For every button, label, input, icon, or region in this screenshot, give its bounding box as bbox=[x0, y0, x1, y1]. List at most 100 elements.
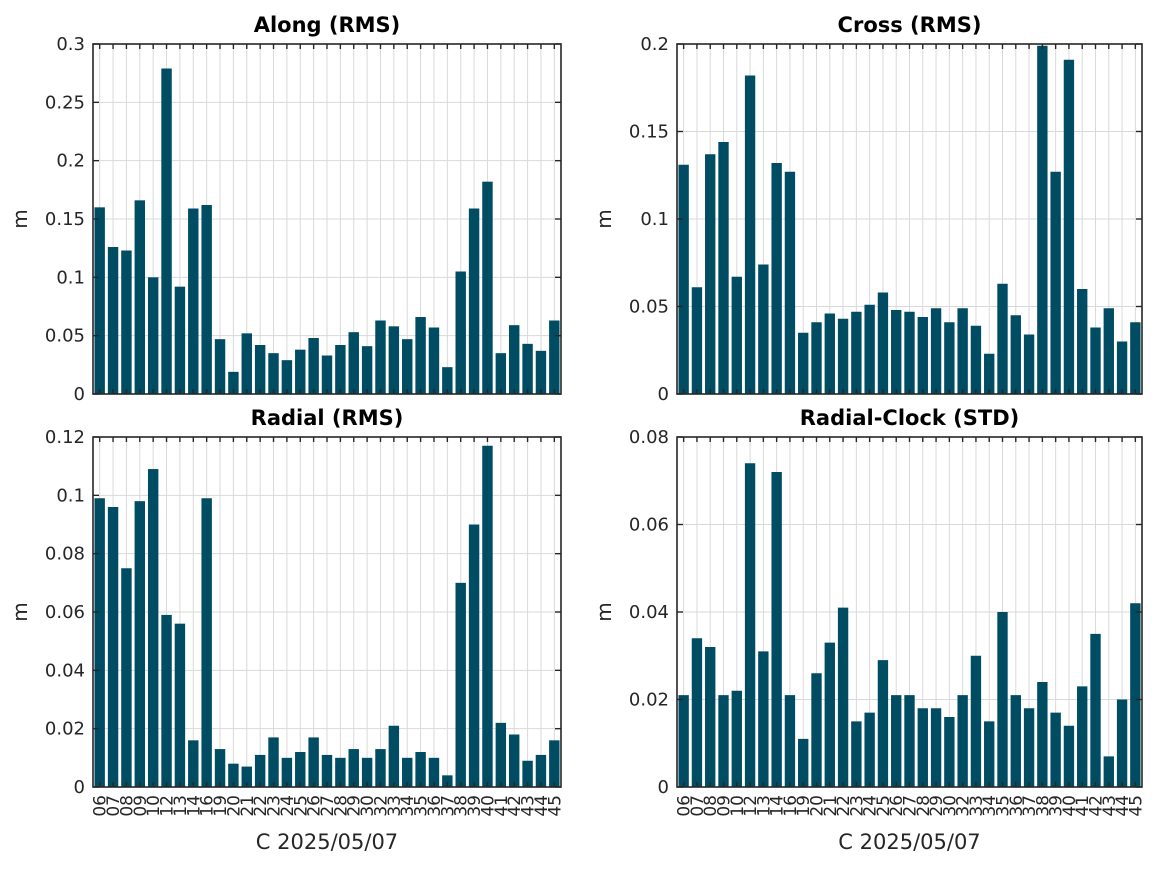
bar-29 bbox=[348, 749, 359, 787]
x-tick-label: 39 bbox=[1047, 795, 1067, 817]
x-tick-label: 14 bbox=[184, 795, 204, 817]
x-tick-label: 26 bbox=[887, 795, 907, 817]
x-tick-label: 44 bbox=[532, 795, 552, 817]
x-tick-label: 26 bbox=[305, 795, 325, 817]
x-tick-label: 35 bbox=[994, 795, 1014, 817]
bar-37 bbox=[442, 775, 453, 787]
x-tick-label: 22 bbox=[834, 795, 854, 817]
x-tick-label: 16 bbox=[198, 795, 218, 817]
x-tick-label: 09 bbox=[131, 795, 151, 817]
bar-28 bbox=[335, 345, 346, 394]
bar-12 bbox=[161, 614, 172, 787]
x-tick-label: 45 bbox=[545, 795, 565, 817]
y-tick-label: 0.15 bbox=[629, 122, 669, 143]
bar-23 bbox=[851, 721, 862, 787]
bar-33 bbox=[970, 325, 982, 394]
bar-42 bbox=[1090, 327, 1101, 394]
bar-34 bbox=[984, 353, 995, 394]
bar-25 bbox=[877, 292, 889, 394]
x-tick-label: 30 bbox=[940, 795, 960, 817]
bar-43 bbox=[1103, 308, 1114, 394]
y-tick-label: 0.05 bbox=[45, 326, 85, 347]
bar-45 bbox=[549, 320, 560, 394]
bar-19 bbox=[214, 749, 226, 787]
y-tick-label: 0.08 bbox=[629, 427, 669, 448]
x-tick-label: 14 bbox=[768, 795, 788, 817]
y-tick-label: 0.04 bbox=[629, 602, 669, 623]
bar-06 bbox=[678, 695, 689, 787]
bar-09 bbox=[718, 142, 729, 394]
y-axis-label: m bbox=[8, 602, 32, 621]
x-tick-label: 32 bbox=[371, 795, 391, 817]
bar-23 bbox=[851, 311, 862, 394]
bar-43 bbox=[522, 343, 533, 394]
bar-30 bbox=[944, 322, 955, 394]
x-tick-label: 29 bbox=[927, 795, 947, 817]
x-tick-label: 07 bbox=[104, 795, 124, 817]
bar-16 bbox=[201, 205, 212, 394]
x-tick-label: 19 bbox=[211, 795, 231, 817]
bar-40 bbox=[482, 445, 493, 787]
x-tick-label: 06 bbox=[675, 795, 695, 817]
bar-32 bbox=[957, 695, 968, 787]
bar-25 bbox=[877, 660, 889, 787]
bar-25 bbox=[295, 752, 306, 787]
bar-12 bbox=[161, 68, 172, 394]
bar-14 bbox=[771, 163, 782, 394]
x-tick-label: 12 bbox=[741, 795, 761, 817]
bar-27 bbox=[904, 311, 915, 394]
x-tick-label: 25 bbox=[874, 795, 894, 817]
bar-22 bbox=[837, 607, 849, 787]
bar-41 bbox=[495, 722, 507, 787]
bar-22 bbox=[837, 318, 849, 394]
x-tick-label: 22 bbox=[251, 795, 271, 817]
x-tick-label: 24 bbox=[278, 795, 298, 817]
bar-38 bbox=[455, 271, 466, 394]
bar-44 bbox=[535, 350, 547, 394]
x-tick-label: 43 bbox=[519, 795, 539, 817]
x-tick-label: 21 bbox=[821, 795, 841, 817]
x-tick-label: 39 bbox=[465, 795, 485, 817]
x-tick-label: 28 bbox=[331, 795, 351, 817]
bar-13 bbox=[174, 286, 186, 394]
y-tick-label: 0 bbox=[74, 384, 85, 405]
bar-14 bbox=[771, 472, 782, 787]
bar-12 bbox=[744, 463, 756, 787]
bar-27 bbox=[321, 754, 333, 787]
bar-36 bbox=[428, 327, 440, 394]
x-tick-label: 19 bbox=[794, 795, 814, 817]
y-tick-label: 0.25 bbox=[45, 92, 85, 113]
bar-08 bbox=[121, 568, 132, 787]
y-tick-label: 0.06 bbox=[45, 602, 85, 623]
y-tick-label: 0.08 bbox=[45, 544, 85, 565]
x-tick-label: 42 bbox=[1087, 795, 1107, 817]
bar-24 bbox=[281, 757, 293, 787]
bar-38 bbox=[455, 582, 466, 787]
bar-35 bbox=[415, 752, 426, 787]
bar-22 bbox=[254, 754, 266, 787]
bar-44 bbox=[1116, 699, 1128, 787]
bar-39 bbox=[1050, 712, 1061, 787]
bar-26 bbox=[891, 310, 902, 394]
bar-24 bbox=[281, 360, 293, 394]
bar-45 bbox=[549, 740, 560, 787]
bar-29 bbox=[348, 332, 359, 394]
bar-30 bbox=[361, 346, 373, 394]
bar-26 bbox=[891, 695, 902, 787]
x-tick-label: 38 bbox=[452, 795, 472, 817]
x-tick-label: 36 bbox=[425, 795, 445, 817]
x-tick-label: 32 bbox=[954, 795, 974, 817]
y-tick-label: 0.3 bbox=[56, 34, 85, 55]
y-tick-label: 0 bbox=[658, 777, 669, 798]
bar-33 bbox=[388, 326, 400, 394]
bar-32 bbox=[957, 308, 968, 394]
bar-23 bbox=[268, 353, 279, 394]
bar-08 bbox=[121, 250, 132, 394]
chart-title: Cross (RMS) bbox=[838, 13, 982, 37]
y-tick-label: 0.04 bbox=[45, 660, 85, 681]
bar-41 bbox=[1077, 289, 1088, 394]
bar-08 bbox=[705, 647, 716, 787]
x-tick-label: 34 bbox=[398, 795, 418, 817]
bar-44 bbox=[535, 754, 547, 787]
